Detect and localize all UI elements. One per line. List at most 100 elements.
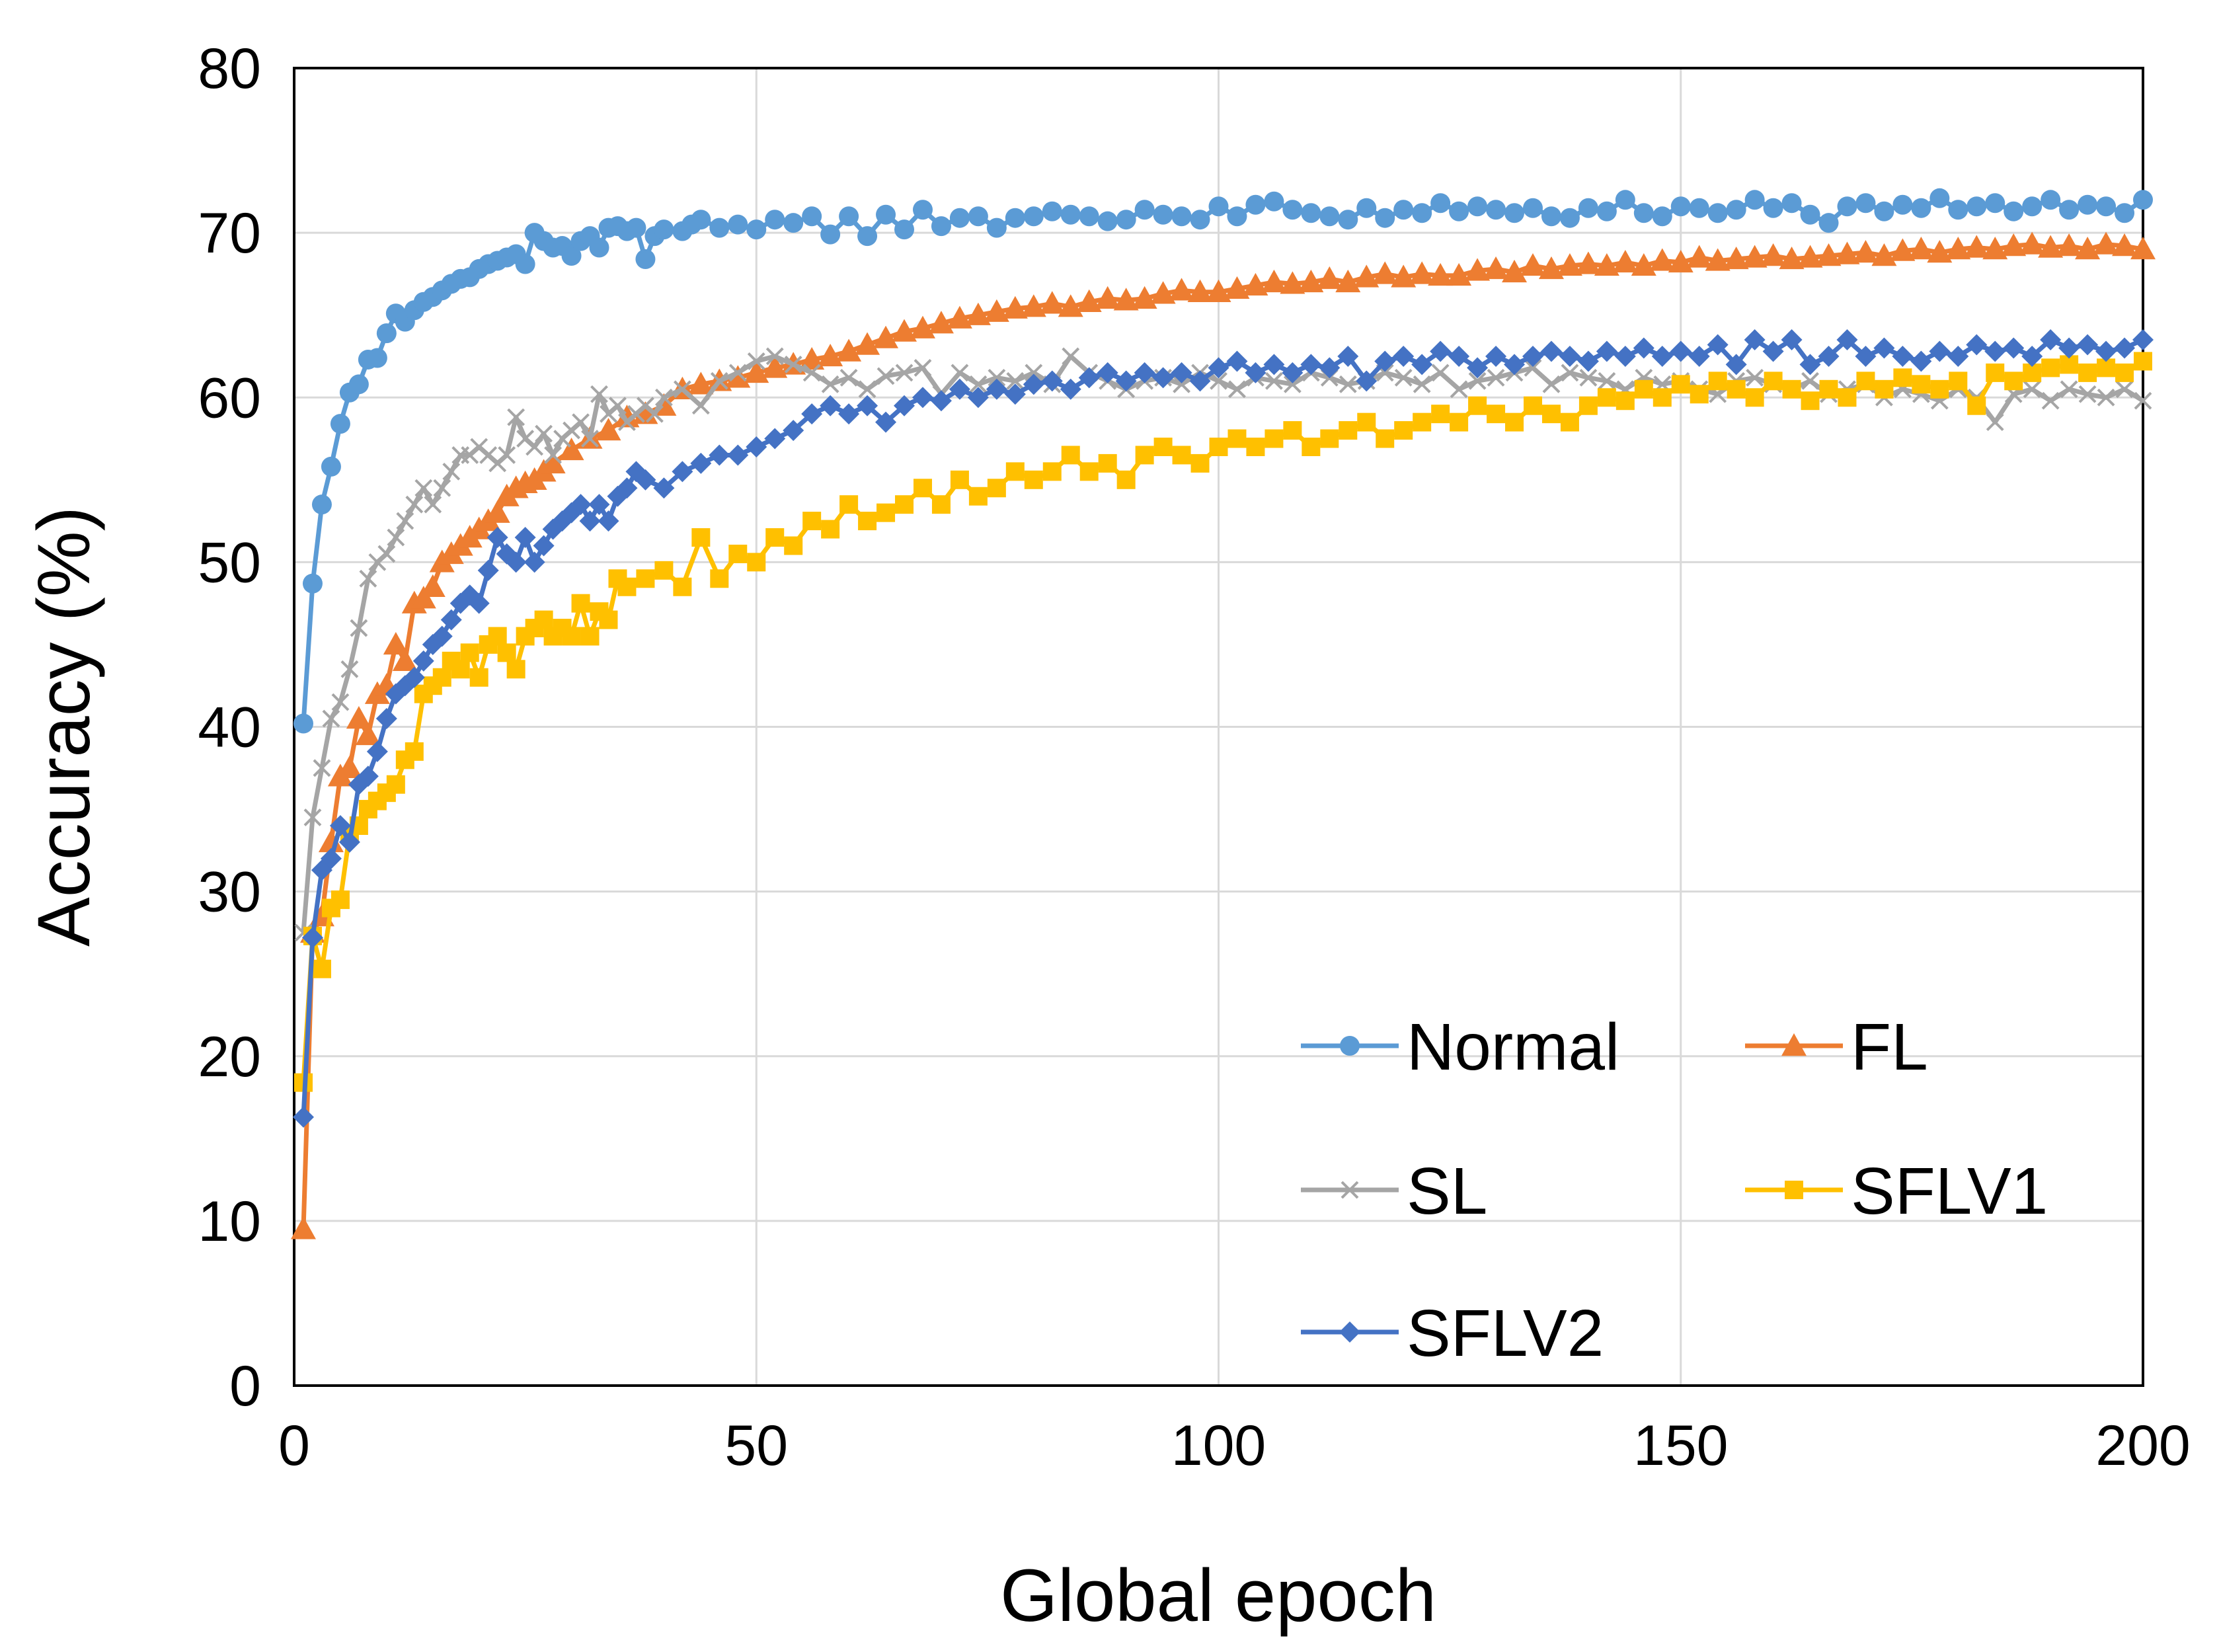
data-point-normal — [1615, 190, 1635, 210]
data-point-sl — [1413, 375, 1431, 393]
y-tick-label: 50 — [198, 531, 261, 594]
data-point-sflv2 — [2003, 337, 2025, 359]
data-point-sflv1 — [1819, 379, 1838, 399]
data-point-fl — [1760, 243, 1786, 266]
data-point-sflv1 — [1431, 405, 1450, 424]
data-point-sflv2 — [1152, 367, 1174, 389]
data-point-sl — [1561, 364, 1579, 382]
data-point-sflv1 — [571, 594, 590, 613]
data-point-fl — [1076, 289, 1102, 312]
y-tick-label: 80 — [198, 37, 261, 100]
data-point-fl — [1575, 251, 1601, 274]
data-point-sl — [728, 364, 747, 382]
data-point-normal — [1116, 210, 1136, 230]
data-point-fl — [1557, 253, 1582, 276]
data-point-sl — [1006, 372, 1025, 390]
data-point-normal — [2059, 200, 2080, 220]
data-point-fl — [1224, 276, 1250, 299]
data-point-sl — [1283, 375, 1302, 393]
data-point-sflv2 — [1540, 340, 1562, 362]
y-tick-label: 70 — [198, 202, 261, 265]
data-point-normal — [1652, 206, 1672, 227]
data-point-sl — [2097, 388, 2115, 407]
data-point-fl — [1594, 253, 1619, 276]
data-point-sl — [1468, 372, 1487, 390]
data-point-sl — [1450, 380, 1468, 399]
legend-item-normal: Normal — [1301, 1010, 1619, 1084]
data-point-normal — [949, 208, 970, 228]
data-point-sflv1 — [1246, 437, 1265, 456]
data-point-sflv1 — [1079, 462, 1099, 481]
data-point-sl — [2060, 380, 2078, 399]
data-point-fl — [1002, 295, 1028, 319]
data-point-sflv2 — [690, 452, 712, 474]
data-point-sflv2 — [1873, 337, 1895, 359]
data-point-sflv1 — [1856, 372, 1875, 391]
legend-marker-sflv1 — [1785, 1181, 1803, 1199]
data-point-sl — [544, 446, 562, 464]
y-tick-label: 20 — [198, 1025, 261, 1089]
data-point-sl — [507, 408, 526, 426]
data-point-sflv2 — [801, 403, 823, 425]
series-sflv1 — [293, 352, 2152, 1092]
data-point-fl — [1039, 291, 1065, 314]
data-point-fl — [1890, 238, 1916, 261]
data-point-sflv1 — [1487, 405, 1506, 424]
data-point-fl — [984, 299, 1009, 322]
data-point-normal — [1134, 200, 1155, 220]
data-series — [290, 188, 2156, 1239]
data-point-sl — [876, 367, 895, 385]
data-point-normal — [2096, 196, 2117, 217]
data-point-sl — [858, 380, 876, 399]
data-point-fl — [1058, 294, 1083, 317]
data-point-sflv2 — [1374, 350, 1396, 372]
data-point-normal — [783, 213, 804, 233]
data-point-normal — [1559, 208, 1580, 228]
data-point-sflv2 — [1356, 370, 1378, 392]
data-point-sflv1 — [1838, 388, 1857, 407]
data-point-fl — [1649, 248, 1675, 271]
data-point-fl — [1631, 253, 1656, 276]
legend-item-sflv2: SFLV2 — [1301, 1296, 1604, 1370]
data-point-fl — [559, 437, 584, 461]
data-point-normal — [857, 226, 878, 247]
data-point-sl — [821, 375, 839, 393]
data-point-normal — [1393, 200, 1414, 220]
data-point-sflv2 — [1467, 357, 1489, 379]
data-point-fl — [1280, 271, 1305, 294]
data-point-normal — [968, 206, 988, 227]
data-point-normal — [691, 210, 711, 230]
data-point-sl — [2115, 380, 2134, 399]
data-point-fl — [1206, 279, 1231, 303]
legend-item-sl: SL — [1301, 1154, 1487, 1228]
data-point-normal — [894, 219, 915, 240]
data-point-normal — [1227, 206, 1247, 227]
data-point-sl — [1210, 372, 1227, 390]
data-point-normal — [626, 217, 646, 238]
data-point-sflv2 — [1245, 362, 1266, 383]
data-point-normal — [1800, 204, 1820, 225]
data-point-fl — [1520, 253, 1545, 276]
data-point-sflv1 — [1745, 388, 1764, 407]
legend-marker-sl — [1341, 1181, 1359, 1199]
data-point-fl — [1317, 266, 1343, 290]
data-point-sflv1 — [1930, 379, 1949, 399]
data-point-sflv2 — [1393, 345, 1415, 367]
data-point-sl — [1986, 413, 2004, 432]
data-point-fl — [688, 372, 714, 395]
data-point-sflv1 — [506, 660, 526, 679]
data-point-sflv2 — [440, 609, 462, 631]
data-point-sflv2 — [912, 387, 933, 409]
data-point-sflv2 — [1984, 340, 2006, 362]
data-point-sl — [802, 364, 821, 382]
data-point-sflv2 — [1966, 334, 1988, 356]
data-point-sflv1 — [1116, 470, 1136, 489]
data-point-sflv1 — [1893, 368, 1912, 387]
data-point-sflv2 — [1614, 345, 1636, 367]
data-point-normal — [765, 210, 785, 230]
data-point-normal — [1763, 198, 1783, 218]
data-point-sflv2 — [292, 1106, 314, 1128]
data-point-normal — [1522, 198, 1543, 218]
x-tick-label: 200 — [2095, 1414, 2191, 1477]
y-axis-tick-labels: 0 10 20 30 40 50 60 70 80 — [198, 37, 261, 1418]
